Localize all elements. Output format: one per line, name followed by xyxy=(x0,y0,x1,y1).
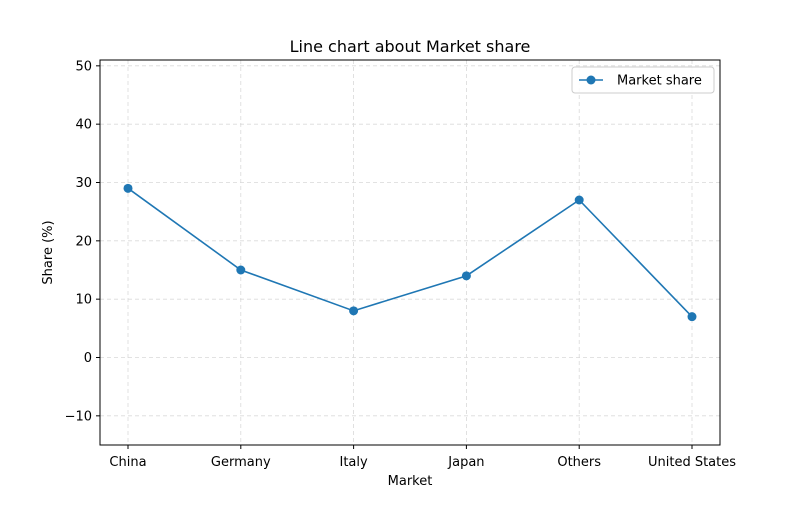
data-point xyxy=(574,195,584,205)
data-point xyxy=(461,271,471,281)
legend: Market share xyxy=(571,66,715,94)
x-tick-label: Others xyxy=(557,455,601,470)
y-tick-label: 50 xyxy=(75,59,92,74)
y-tick-label: −10 xyxy=(65,409,92,424)
x-tick-label: China xyxy=(109,455,146,470)
data-point xyxy=(349,306,359,316)
data-point xyxy=(236,265,246,275)
y-tick-label: 20 xyxy=(75,234,92,249)
y-axis-label: Share (%) xyxy=(41,220,56,284)
plot-frame xyxy=(99,59,721,446)
x-tick-label: Italy xyxy=(339,455,368,470)
data-point xyxy=(123,183,133,193)
legend-marker-swatch xyxy=(586,75,596,85)
y-tick-label: 10 xyxy=(75,293,92,308)
x-tick-label: Germany xyxy=(211,455,271,470)
grid-layer xyxy=(100,60,720,445)
y-tick-label: 30 xyxy=(75,176,92,191)
y-tick-label: 0 xyxy=(84,351,92,366)
x-axis-label: Market xyxy=(388,474,433,489)
x-tick-label: United States xyxy=(648,455,736,470)
series-line xyxy=(127,187,693,318)
y-tick-label: 40 xyxy=(75,118,92,133)
legend-label: Market share xyxy=(617,74,702,89)
data-point xyxy=(687,312,697,322)
chart-title: Line chart about Market share xyxy=(290,37,531,56)
y-axis: −10 0 10 20 30 40 50 xyxy=(65,59,100,424)
x-tick-label: Japan xyxy=(447,455,484,470)
x-axis: China Germany Italy Japan Others United State… xyxy=(109,445,736,470)
legend-box xyxy=(571,66,715,94)
series-layer xyxy=(123,183,697,322)
